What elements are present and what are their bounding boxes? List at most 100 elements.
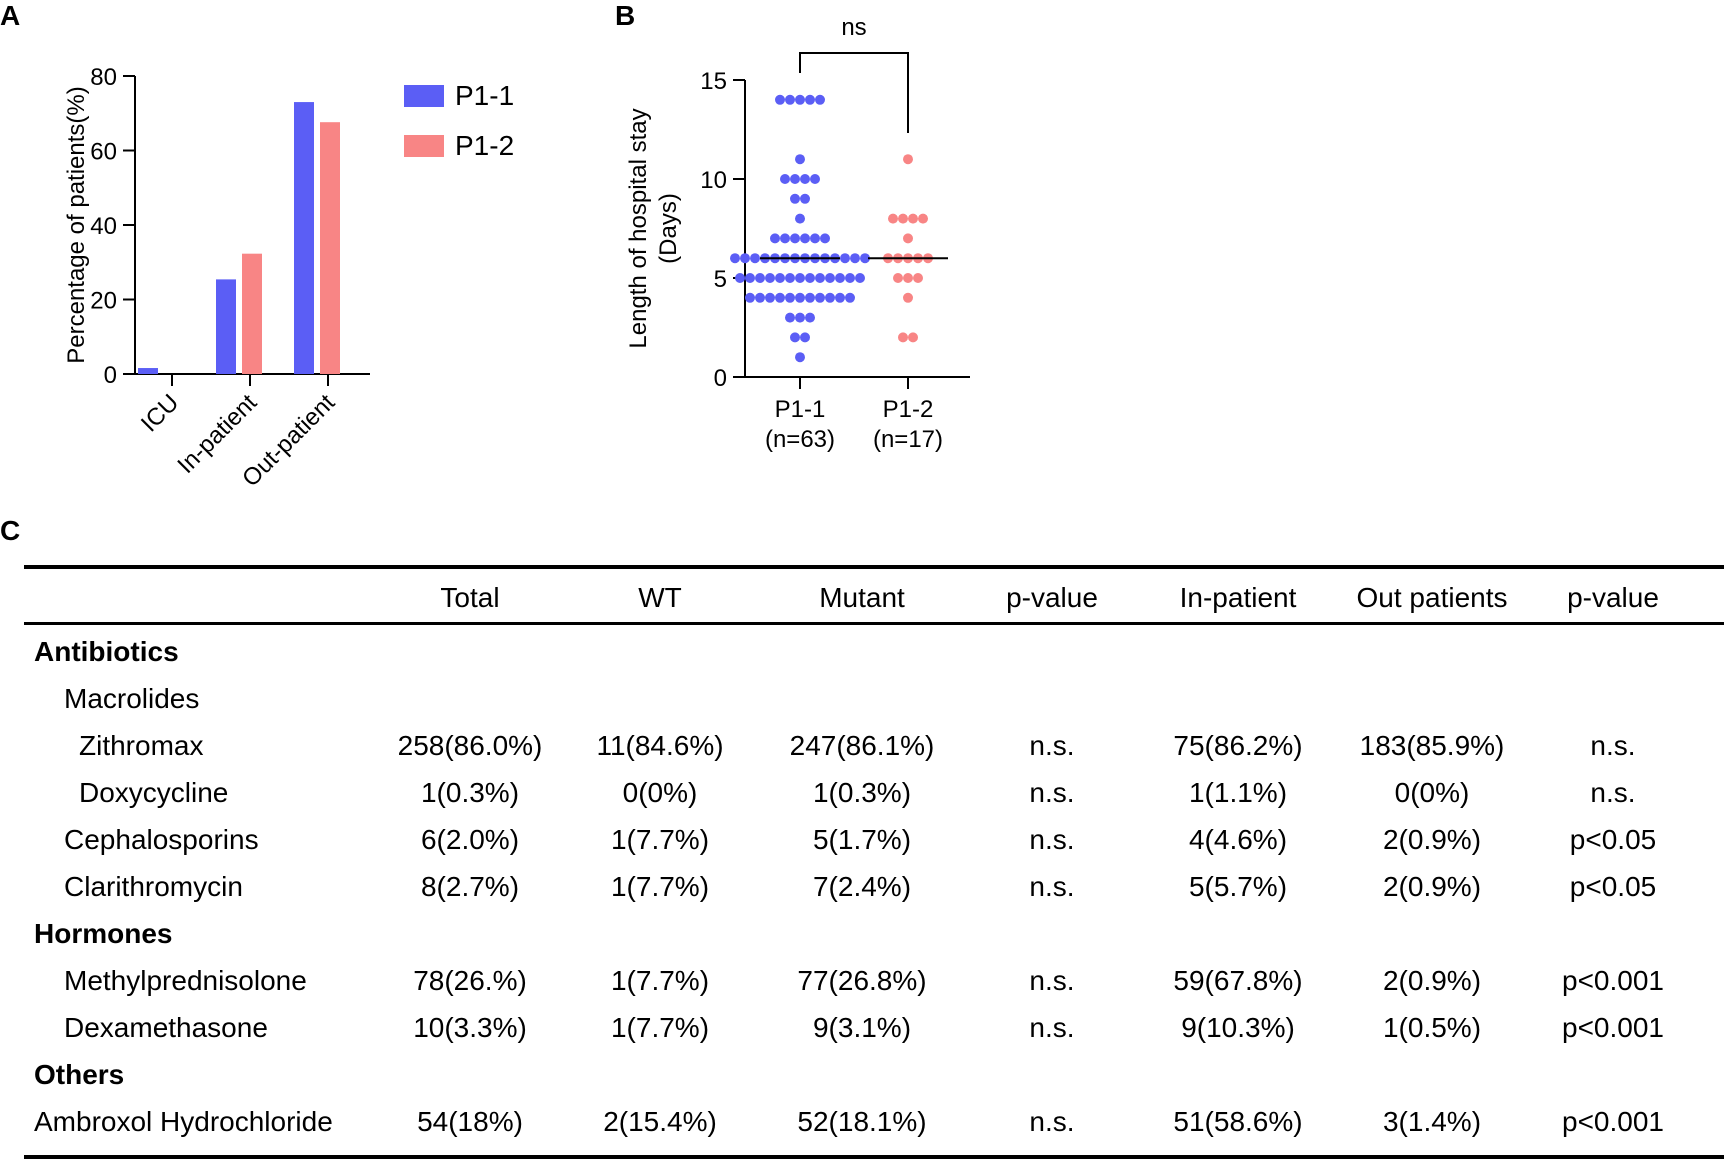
data-point-p1-2 xyxy=(913,273,923,283)
data-point-p1-1 xyxy=(790,174,800,184)
table-cell: 1(0.3%) xyxy=(812,777,912,808)
table-cell: p<0.001 xyxy=(1562,1106,1664,1137)
data-point-p1-1 xyxy=(795,273,805,283)
legend-swatch xyxy=(404,85,444,107)
table-cell: 0(0%) xyxy=(1394,777,1470,808)
data-point-p1-2 xyxy=(918,213,928,224)
panel-label-b: B xyxy=(615,0,636,31)
table-cell: 258(86.0%) xyxy=(397,730,543,761)
data-point-p1-2 xyxy=(908,213,918,224)
data-point-p1-1 xyxy=(805,312,815,323)
column-header: p-value xyxy=(1006,582,1098,613)
data-point-p1-2 xyxy=(898,332,908,343)
data-point-p1-1 xyxy=(800,174,810,184)
y-axis-label: Percentage of patients(%) xyxy=(63,86,90,364)
table-cell: 54(18%) xyxy=(417,1106,523,1137)
data-point-p1-1 xyxy=(785,292,795,303)
data-point-p1-1 xyxy=(780,233,790,244)
data-point-p1-1 xyxy=(785,94,795,105)
bar-p1-2-in-patient xyxy=(242,253,262,374)
x-tick-label: P1-2 xyxy=(883,396,934,423)
x-tick-label: ICU xyxy=(136,389,184,437)
y-tick-label: 15 xyxy=(700,68,727,95)
table-cell: n.s. xyxy=(1029,1106,1075,1137)
data-point-p1-1 xyxy=(825,273,835,283)
table-cell: 78(26.%) xyxy=(413,965,527,996)
table-header-rule xyxy=(24,622,1724,625)
row-label: Ambroxol Hydrochloride xyxy=(34,1106,333,1137)
bar-p1-1-icu xyxy=(138,368,158,374)
data-point-p1-1 xyxy=(805,273,815,283)
table-cell: n.s. xyxy=(1029,1012,1075,1043)
y-tick-label: 0 xyxy=(104,362,117,389)
row-label: Zithromax xyxy=(79,730,204,761)
legend-label: P1-1 xyxy=(455,80,514,111)
y-axis-label-units: (Days) xyxy=(655,193,682,264)
table-cell: 1(7.7%) xyxy=(610,1012,710,1043)
table-cell: 5(1.7%) xyxy=(812,824,912,855)
data-point-p1-1 xyxy=(810,174,820,184)
table-cell: 1(0.5%) xyxy=(1382,1012,1482,1043)
table-cell: 9(3.1%) xyxy=(812,1012,912,1043)
data-point-p1-1 xyxy=(825,292,835,303)
data-point-p1-1 xyxy=(815,273,825,283)
table-cell: 2(0.9%) xyxy=(1382,824,1482,855)
table-cell: p<0.05 xyxy=(1569,871,1657,902)
data-point-p1-2 xyxy=(903,233,913,244)
panel-label-c: C xyxy=(0,515,21,546)
column-header: Mutant xyxy=(819,582,905,613)
column-header: WT xyxy=(638,582,682,613)
table-cell: 5(5.7%) xyxy=(1188,871,1288,902)
data-point-p1-1 xyxy=(790,193,800,204)
table-cell: 51(58.6%) xyxy=(1173,1106,1303,1137)
data-point-p1-2 xyxy=(908,332,918,343)
column-header: p-value xyxy=(1567,582,1659,613)
table-cell: 2(15.4%) xyxy=(603,1106,717,1137)
row-label: Methylprednisolone xyxy=(64,965,307,996)
x-tick-sublabel: (n=63) xyxy=(765,426,835,453)
y-tick-label: 20 xyxy=(90,288,117,315)
data-point-p1-1 xyxy=(850,253,860,264)
data-point-p1-1 xyxy=(815,292,825,303)
column-header: Out patients xyxy=(1356,582,1508,613)
column-header: Total xyxy=(440,582,500,613)
data-point-p1-1 xyxy=(820,233,830,244)
data-point-p1-1 xyxy=(735,273,745,283)
data-point-p1-2 xyxy=(888,213,898,224)
data-point-p1-1 xyxy=(860,253,870,264)
table-cell: 183(85.9%) xyxy=(1359,730,1505,761)
table-cell: 2(0.9%) xyxy=(1382,871,1482,902)
data-point-p1-1 xyxy=(740,253,750,264)
data-point-p1-1 xyxy=(755,292,765,303)
data-point-p1-1 xyxy=(810,233,820,244)
table-cell: 52(18.1%) xyxy=(797,1106,927,1137)
table-cell: 0(0%) xyxy=(622,777,698,808)
chart-b-dot-plot: 0 5 10 15 Length of hospital stay (Days) P1-1 (… xyxy=(625,14,970,453)
legend-swatch xyxy=(404,135,444,157)
data-point-p1-1 xyxy=(750,253,760,264)
data-point-p1-1 xyxy=(785,312,795,323)
y-tick-label: 0 xyxy=(714,365,727,392)
table-cell: 247(86.1%) xyxy=(789,730,935,761)
data-point-p1-1 xyxy=(795,154,805,165)
data-point-p1-1 xyxy=(795,213,805,224)
table-cell: 1(7.7%) xyxy=(610,871,710,902)
data-point-p1-1 xyxy=(805,292,815,303)
y-tick-label: 5 xyxy=(714,266,727,293)
bar-p1-2-out-patient xyxy=(320,122,340,374)
data-point-p1-1 xyxy=(845,273,855,283)
table-cell: 9(10.3%) xyxy=(1181,1012,1295,1043)
data-point-p1-2 xyxy=(898,213,908,224)
data-point-p1-1 xyxy=(755,273,765,283)
bar-p1-1-out-patient xyxy=(294,102,314,374)
row-label: Dexamethasone xyxy=(64,1012,268,1043)
table-cell: 3(1.4%) xyxy=(1382,1106,1482,1137)
table-bottom-rule xyxy=(24,1155,1724,1159)
row-label: Hormones xyxy=(34,918,173,949)
table-cell: 1(7.7%) xyxy=(610,824,710,855)
table-cell: n.s. xyxy=(1029,730,1075,761)
table-cell: p<0.001 xyxy=(1562,1012,1664,1043)
row-label: Doxycycline xyxy=(79,777,229,808)
table-cell: 6(2.0%) xyxy=(420,824,520,855)
